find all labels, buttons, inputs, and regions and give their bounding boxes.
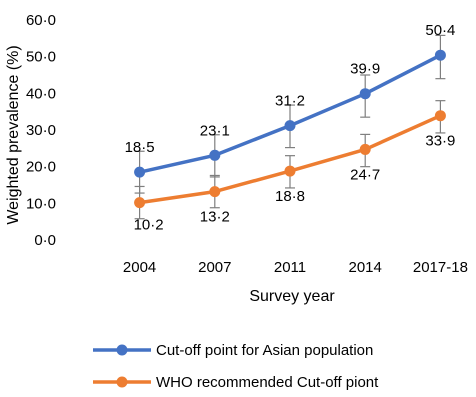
data-label: 31·2 — [275, 93, 305, 110]
data-point — [209, 149, 221, 161]
data-label: 18·5 — [125, 139, 155, 156]
x-tick-label: 2007 — [198, 259, 231, 276]
y-tick-label: 40·0 — [26, 85, 56, 102]
data-label: 24·7 — [350, 166, 380, 183]
y-tick-label: 10·0 — [26, 195, 56, 212]
x-tick-label: 2017-18 — [413, 259, 468, 276]
x-tick-label: 2011 — [274, 259, 306, 276]
y-tick-label: 20·0 — [26, 159, 56, 176]
data-label: 10·2 — [134, 217, 164, 234]
data-label: 18·8 — [275, 188, 305, 205]
data-point — [134, 197, 146, 209]
legend: Cut-off point for Asian population WHO re… — [93, 342, 379, 391]
x-tick-label: 2014 — [349, 259, 382, 276]
data-label: 33·9 — [425, 133, 455, 150]
legend-label: WHO recommended Cut-off piont — [156, 374, 379, 391]
y-tick-label: 60·0 — [26, 12, 56, 29]
data-point — [284, 165, 296, 177]
data-labels: 18·5 23·1 31·2 39·9 50·4 10·2 13·2 18·8 24·7 33·9 — [125, 22, 456, 233]
data-points — [134, 49, 446, 209]
data-label: 23·1 — [200, 122, 230, 139]
data-point — [134, 166, 146, 178]
legend-label: Cut-off point for Asian population — [156, 342, 373, 359]
data-point — [359, 88, 371, 100]
y-tick-label: 0·0 — [34, 232, 56, 249]
data-point — [284, 120, 296, 132]
axis-ticks: 0·0 10·0 20·0 30·0 40·0 50·0 60·0 2004 2007 2011 2… — [26, 12, 468, 276]
x-axis-title: Survey year — [249, 288, 335, 305]
data-label: 13·2 — [200, 209, 230, 226]
data-point — [359, 143, 371, 155]
y-tick-label: 30·0 — [26, 122, 56, 139]
data-point — [209, 186, 221, 198]
y-tick-label: 50·0 — [26, 49, 56, 66]
error-bars — [134, 34, 446, 220]
data-point — [434, 110, 446, 122]
legend-marker — [116, 376, 128, 388]
y-axis-title: Weighted prevalence (%) — [5, 45, 22, 224]
data-point — [434, 49, 446, 61]
data-label: 39·9 — [350, 61, 380, 78]
x-tick-label: 2004 — [123, 259, 156, 276]
data-label: 50·4 — [425, 22, 455, 39]
legend-marker — [116, 344, 128, 356]
